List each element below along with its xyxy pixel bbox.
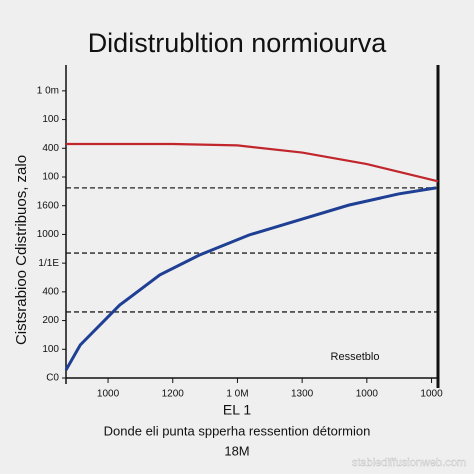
y-tick-label: 1/1E [38, 258, 59, 269]
y-tick-label: 400 [42, 286, 59, 297]
x-tick-label: 1 0M [226, 389, 248, 400]
y-tick-label: 1600 [37, 200, 60, 211]
series-line [64, 186, 437, 371]
x-tick-label: 1000 [356, 389, 379, 400]
y-tick-label: 200 [42, 315, 59, 326]
y-tick-label: 100 [42, 172, 59, 183]
y-tick-label: 1 0m [37, 85, 59, 96]
x-tick-label: 1000 [420, 389, 443, 400]
y-axis-label: Cistsrabioo Cdistribuos, zalo [13, 155, 30, 345]
x-tick-label: 1200 [162, 389, 185, 400]
annotation: Donde eli punta spperha ressention détor… [104, 423, 371, 438]
y-tick-label: 400 [42, 143, 59, 154]
y-tick-label: 1000 [37, 229, 60, 240]
y-tick-label: 100 [42, 114, 59, 125]
watermark: stablediffusionweb.com [352, 457, 466, 469]
x-tick-label: 1000 [97, 389, 120, 400]
y-tick-label: 100 [42, 344, 59, 355]
x-axis-label: EL 1 [223, 402, 251, 418]
series-line [66, 142, 439, 183]
y-tick-label: C0 [46, 373, 59, 384]
chart-title: Didistrubltion normiourva [88, 28, 388, 58]
x-tick-label: 1300 [291, 389, 314, 400]
annotation: Ressetblo [331, 351, 380, 363]
annotation: 18M [224, 443, 249, 458]
